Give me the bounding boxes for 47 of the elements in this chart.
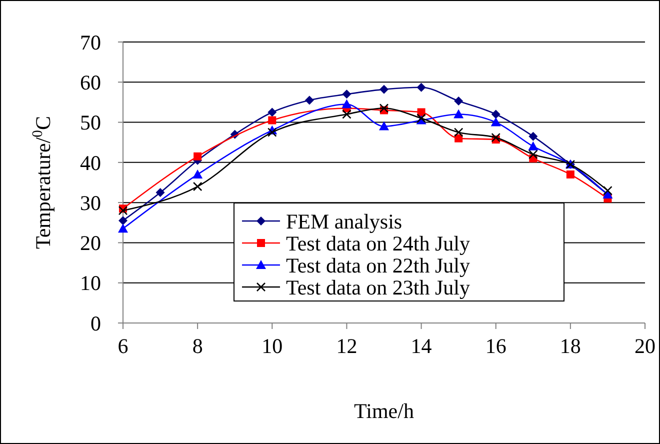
point <box>194 152 202 160</box>
point <box>156 188 165 198</box>
point <box>268 108 277 117</box>
point <box>491 132 501 142</box>
x-tick-label: 18 <box>560 334 581 358</box>
point <box>267 128 277 137</box>
x-tick-label: 20 <box>634 334 656 358</box>
point <box>192 169 203 178</box>
point <box>528 150 538 160</box>
x-tick-label: 6 <box>118 334 128 358</box>
y-tick-label: 70 <box>80 30 101 54</box>
x-tick-label: 10 <box>262 334 283 358</box>
y-tick-label: 10 <box>80 271 101 296</box>
y-tick-label: 20 <box>80 231 101 256</box>
point <box>379 121 389 130</box>
point <box>454 96 464 106</box>
y-tick-label: 60 <box>80 70 101 94</box>
point <box>454 128 464 137</box>
point <box>304 96 314 105</box>
x-tick-label: 14 <box>410 334 432 358</box>
point <box>454 109 464 118</box>
legend-label: FEM analysis <box>286 209 402 234</box>
point <box>380 84 388 94</box>
point <box>118 216 128 226</box>
point <box>416 82 426 92</box>
y-tick-label: 30 <box>80 190 101 215</box>
point <box>342 99 352 108</box>
point <box>566 170 574 178</box>
point <box>379 104 389 113</box>
x-tick-label: 16 <box>485 334 506 358</box>
point <box>490 117 501 126</box>
point <box>528 141 538 150</box>
point <box>342 110 352 119</box>
point <box>528 132 538 141</box>
y-tick-label: 0 <box>90 311 101 336</box>
x-tick-label: 8 <box>192 334 203 358</box>
x-tick-label: 12 <box>336 334 358 358</box>
y-tick-label: 40 <box>80 150 101 175</box>
point <box>118 224 128 233</box>
point <box>603 186 612 196</box>
point <box>342 90 352 99</box>
point <box>491 110 500 119</box>
y-tick-label: 50 <box>80 110 101 135</box>
point <box>268 116 276 124</box>
point <box>118 206 128 216</box>
x-axis-title: Time/h <box>354 399 414 423</box>
point <box>192 182 202 192</box>
